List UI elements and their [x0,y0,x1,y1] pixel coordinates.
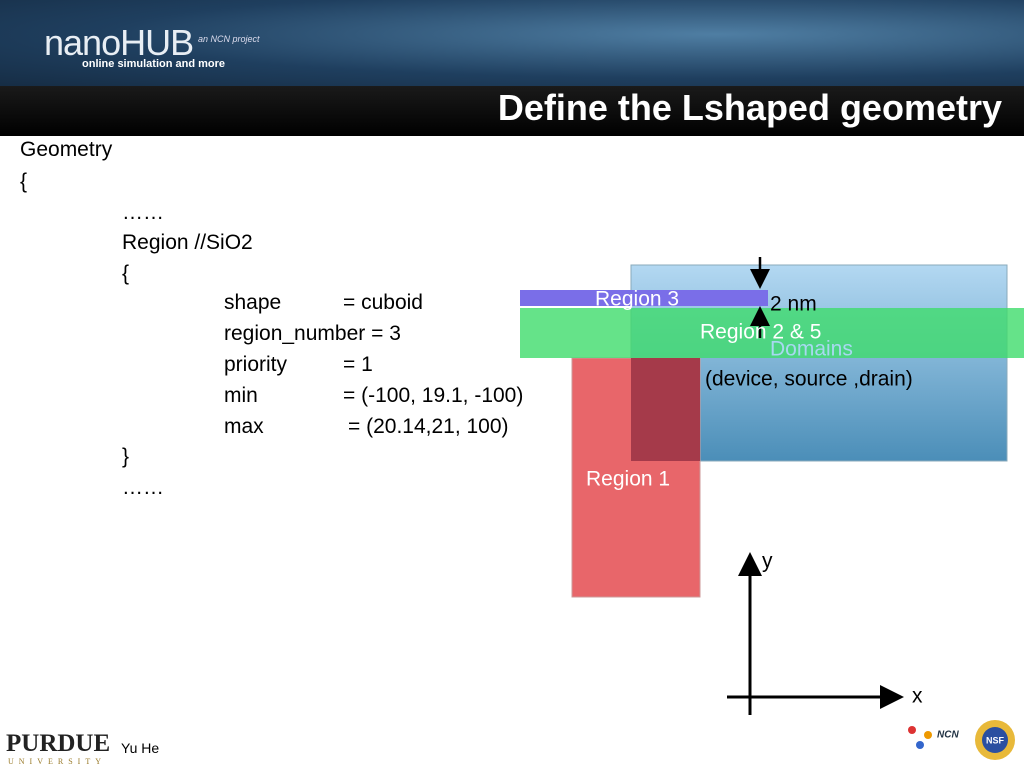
project: an NCN project [198,34,260,44]
label: Domains [770,338,853,361]
code-line: { [122,262,130,285]
axis-label: y [762,550,773,573]
field-key: priority [224,353,288,376]
author: Yu He [121,740,160,756]
ncn-text: NCN [937,730,959,741]
label: (device, source ,drain) [705,368,913,391]
region3-bar [520,290,768,306]
field-value: = cuboid [343,291,423,314]
field-key: shape [224,291,282,314]
field-value: = (-100, 19.1, -100) [343,384,524,407]
tagline: online simulation and more [82,58,226,70]
code-line: Region //SiO2 [122,231,253,254]
label: Region 2 & 5 [700,321,821,344]
code-line: Geometry [20,138,113,161]
nsf-text: NSF [986,735,1005,745]
code-line: { [20,170,28,193]
university-sub: UNIVERSITY [8,757,106,766]
field-key: region_number = 3 [224,322,401,345]
ncn-dot [924,731,932,739]
code-line: …… [122,476,164,499]
label: Region 1 [586,468,670,491]
region25-band [520,308,1024,358]
slide-title: Define the Lshaped geometry [497,87,1002,128]
axis-label: x [912,685,923,708]
code-line: …… [122,201,164,224]
logo: nanoHUB [44,22,194,63]
title-band [0,86,1024,136]
field-key: min [224,384,258,407]
field-value: = (20.14,21, 100) [348,415,509,438]
overlap-box [631,358,700,461]
field-key: max [224,415,264,438]
ncn-dot [908,726,916,734]
label: Region 3 [595,288,679,311]
field-value: = 1 [343,353,373,376]
label: 2 nm [770,293,817,316]
header-banner [0,0,1024,86]
code-line: } [122,445,130,468]
university: PURDUE [6,730,111,757]
nsf-seal [982,727,1008,753]
ncn-dot [916,741,924,749]
